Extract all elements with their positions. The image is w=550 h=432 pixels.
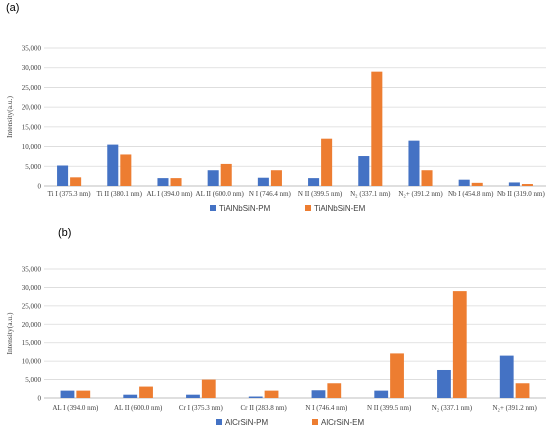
bar-em (452, 291, 467, 398)
bar-pm (57, 165, 69, 186)
bar-pm (123, 394, 138, 398)
legend-label: AlCrSiN-EM (321, 418, 364, 427)
x-tick-label: N II (399.5 nm) (367, 404, 412, 412)
x-tick-label: N₂ (337.1 nm) (350, 190, 391, 198)
bar-em (327, 383, 342, 398)
bar-em (139, 386, 153, 398)
x-tick-label: N₂ (337.1 nm) (432, 404, 473, 412)
x-tick-label: AL II (600.0 nm) (114, 404, 163, 412)
y-tick-label: 0 (38, 395, 42, 403)
bar-em (471, 182, 483, 186)
chart-panel-1: (b) 0 5,000 10,000 15,000 20,000 25,000 30,000 3… (5, 227, 546, 427)
legend-swatch (210, 205, 216, 211)
bar-pm (508, 182, 520, 186)
x-tick-label: Cr I (375.3 nm) (179, 404, 224, 412)
y-tick-label: 25,000 (22, 302, 42, 310)
y-tick-label: 10,000 (22, 358, 42, 366)
y-axis-title: Intensity(a.u.) (5, 312, 14, 355)
y-tick-label: 0 (38, 183, 42, 191)
bar-pm (408, 140, 420, 186)
y-axis-title: Intensity(a.u.) (5, 95, 14, 138)
x-tick-label: AL II (600.0 nm) (196, 190, 245, 198)
x-tick-label: AL I (394.0 nm) (52, 404, 99, 412)
bar-pm (207, 170, 219, 186)
bar-em (201, 379, 216, 398)
panel-label: (a) (6, 2, 19, 14)
bar-em (390, 353, 404, 398)
bar-pm (186, 394, 200, 398)
bar-em (270, 170, 282, 186)
x-tick-label: AL I (394.0 nm) (146, 190, 193, 198)
bar-pm (248, 396, 263, 398)
x-tick-label: Ti I (375.3 nm) (48, 190, 92, 198)
y-tick-label: 30,000 (22, 284, 42, 292)
bar-em (120, 154, 132, 186)
x-tick-label: N₂+ (391.2 nm) (492, 404, 537, 412)
y-tick-label: 15,000 (22, 123, 42, 131)
bar-pm (107, 144, 119, 186)
panel-label: (b) (58, 227, 71, 239)
bar-em (371, 71, 383, 186)
y-tick-label: 25,000 (22, 84, 42, 92)
x-tick-label: Nb II (319.0 nm) (497, 190, 545, 198)
y-tick-label: 35,000 (22, 45, 42, 53)
bar-pm (311, 390, 326, 398)
chart-panel-0: (a) 0 5,000 10,000 15,000 20,000 25,000 30,000 3… (5, 2, 546, 213)
bar-em (220, 163, 232, 186)
y-tick-label: 20,000 (22, 321, 42, 329)
bar-em (321, 138, 333, 186)
x-tick-label: Ti II (380.1 nm) (97, 190, 143, 198)
bar-em (515, 383, 530, 398)
bar-em (76, 390, 91, 398)
bar-pm (358, 156, 370, 186)
x-tick-label: Cr II (283.8 nm) (240, 404, 287, 412)
bar-pm (60, 390, 75, 398)
bar-em (70, 177, 82, 186)
bar-pm (374, 390, 389, 398)
y-tick-label: 30,000 (22, 64, 42, 72)
x-tick-label: N I (746.4 nm) (305, 404, 348, 412)
bar-pm (499, 355, 514, 398)
legend-label: TiAlNbSiN-PM (219, 204, 271, 213)
y-tick-label: 20,000 (22, 104, 42, 112)
bar-em (264, 390, 279, 398)
bar-em (521, 184, 533, 186)
y-tick-label: 10,000 (22, 143, 42, 151)
y-tick-label: 35,000 (22, 266, 42, 274)
bar-pm (437, 369, 451, 398)
legend-label: TiAlNbSiN-EM (314, 204, 366, 213)
x-tick-label: Nb I (454.8 nm) (448, 190, 494, 198)
bar-pm (308, 178, 320, 186)
legend-label: AlCrSiN-PM (225, 418, 268, 427)
bar-pm (458, 179, 470, 186)
x-tick-label: N I (746.4 nm) (249, 190, 292, 198)
x-tick-label: N II (399.5 nm) (298, 190, 343, 198)
bar-em (170, 178, 182, 186)
legend-swatch (312, 419, 318, 425)
legend-swatch (305, 205, 311, 211)
bar-pm (157, 178, 169, 186)
y-tick-label: 5,000 (25, 163, 41, 171)
legend-swatch (216, 419, 222, 425)
bar-em (421, 170, 433, 186)
x-tick-label: N₂+ (391.2 nm) (398, 190, 443, 198)
bar-pm (257, 177, 269, 186)
y-tick-label: 5,000 (25, 376, 41, 384)
y-tick-label: 15,000 (22, 339, 42, 347)
